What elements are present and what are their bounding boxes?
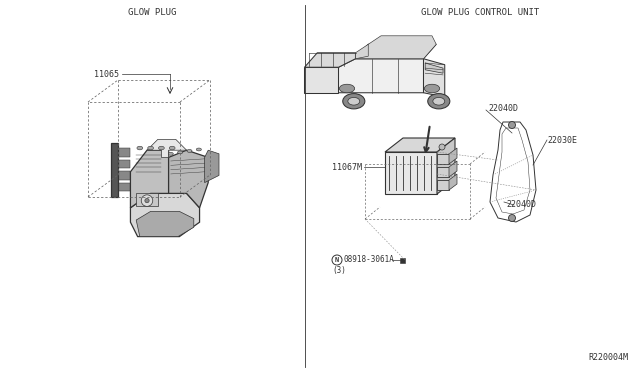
Polygon shape (339, 59, 424, 93)
Polygon shape (449, 174, 457, 190)
Ellipse shape (178, 151, 182, 154)
Polygon shape (131, 150, 168, 208)
Polygon shape (385, 152, 437, 194)
Polygon shape (136, 211, 194, 237)
Ellipse shape (168, 153, 173, 155)
Polygon shape (385, 138, 455, 152)
Polygon shape (437, 167, 449, 177)
Polygon shape (449, 161, 457, 177)
Text: 11065: 11065 (94, 70, 119, 78)
Text: (3): (3) (332, 266, 346, 275)
Polygon shape (118, 160, 131, 168)
Text: 22040D: 22040D (488, 103, 518, 112)
Ellipse shape (159, 146, 164, 150)
Polygon shape (449, 148, 457, 164)
Polygon shape (437, 138, 455, 194)
Polygon shape (205, 150, 219, 183)
Polygon shape (118, 183, 131, 191)
Text: R220004M: R220004M (588, 353, 628, 362)
Polygon shape (118, 171, 131, 180)
Polygon shape (131, 193, 200, 237)
Bar (400, 258, 405, 263)
Polygon shape (305, 67, 339, 93)
Ellipse shape (433, 97, 445, 105)
Ellipse shape (170, 146, 175, 150)
Ellipse shape (148, 146, 154, 150)
Polygon shape (118, 148, 131, 157)
Text: GLOW PLUG: GLOW PLUG (128, 7, 176, 16)
Polygon shape (355, 36, 436, 59)
Text: 22030E: 22030E (547, 135, 577, 144)
Polygon shape (136, 193, 158, 206)
Circle shape (141, 195, 153, 206)
Polygon shape (355, 44, 368, 59)
Circle shape (439, 144, 445, 150)
Polygon shape (111, 143, 118, 197)
Ellipse shape (348, 97, 360, 105)
Polygon shape (355, 44, 436, 59)
Polygon shape (168, 150, 208, 208)
Ellipse shape (196, 148, 202, 151)
Ellipse shape (187, 150, 192, 153)
Ellipse shape (339, 84, 355, 93)
Circle shape (509, 122, 515, 128)
Polygon shape (305, 53, 355, 67)
Ellipse shape (428, 94, 450, 109)
Polygon shape (147, 140, 187, 157)
Text: GLOW PLUG CONTROL UNIT: GLOW PLUG CONTROL UNIT (421, 7, 539, 16)
Text: 22040D: 22040D (506, 199, 536, 208)
Polygon shape (424, 59, 445, 97)
Text: N: N (335, 257, 339, 263)
Text: 08918-3061A: 08918-3061A (344, 256, 395, 264)
Ellipse shape (343, 94, 365, 109)
Text: 11067M: 11067M (332, 163, 362, 171)
Polygon shape (425, 63, 443, 73)
Circle shape (145, 198, 149, 203)
Circle shape (509, 215, 515, 221)
Ellipse shape (137, 146, 143, 150)
Polygon shape (437, 180, 449, 190)
Ellipse shape (424, 84, 440, 93)
Polygon shape (437, 154, 449, 164)
